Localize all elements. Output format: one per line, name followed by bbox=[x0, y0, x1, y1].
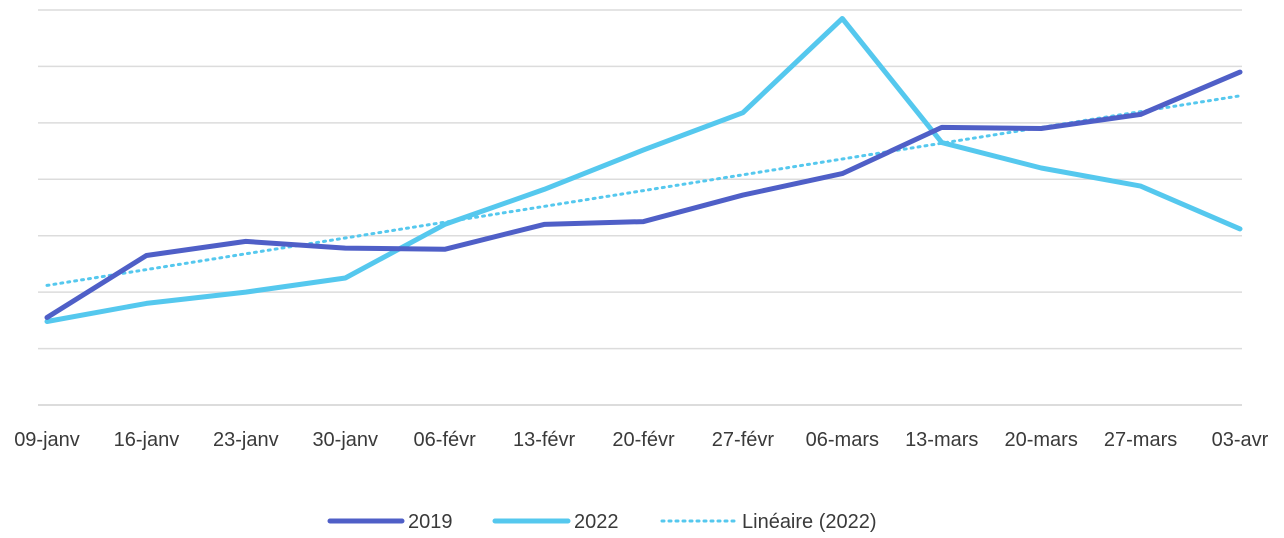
x-tick-label: 03-avr bbox=[1212, 429, 1269, 451]
series-line-2022 bbox=[44, 16, 1243, 324]
gridlines bbox=[38, 9, 1242, 406]
legend-item: 2022 bbox=[492, 511, 619, 533]
legend-label: 2019 bbox=[408, 511, 453, 533]
x-tick-label: 20-mars bbox=[1004, 429, 1077, 451]
x-tick-label: 09-janv bbox=[14, 429, 80, 451]
x-tick-label: 06-févr bbox=[414, 429, 477, 451]
legend-item: 2019 bbox=[327, 511, 453, 533]
legend-label: 2022 bbox=[574, 511, 619, 533]
x-tick-label: 16-janv bbox=[114, 429, 180, 451]
x-axis-tick-labels: 09-janv 16-janv 23-janv 30-janv 06-févr 13-fé… bbox=[14, 429, 1268, 451]
x-tick-label: 20-févr bbox=[612, 429, 675, 451]
series-lines bbox=[44, 16, 1243, 324]
legend-item: Linéaire (2022) bbox=[660, 511, 877, 533]
x-tick-label: 13-févr bbox=[513, 429, 576, 451]
legend-label: Linéaire (2022) bbox=[742, 511, 877, 533]
x-tick-label: 13-mars bbox=[905, 429, 978, 451]
series-line-2019 bbox=[44, 69, 1243, 320]
x-tick-label: 06-mars bbox=[806, 429, 879, 451]
x-tick-label: 27-févr bbox=[712, 429, 775, 451]
x-tick-label: 23-janv bbox=[213, 429, 279, 451]
x-tick-label: 27-mars bbox=[1104, 429, 1177, 451]
legend: 2019 2022 Linéaire (2022) bbox=[327, 511, 877, 533]
x-tick-label: 30-janv bbox=[312, 429, 378, 451]
